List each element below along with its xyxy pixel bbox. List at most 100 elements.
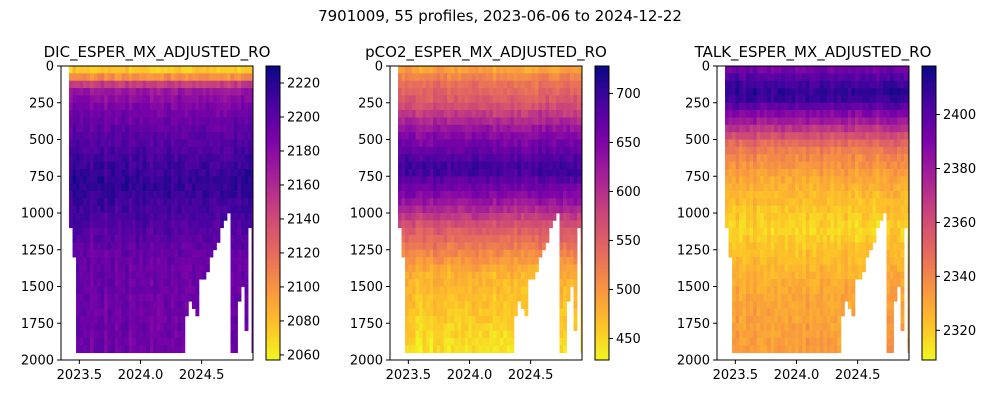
heatmap-cell	[457, 213, 462, 221]
heatmap-cell	[188, 102, 193, 111]
heatmap-cell	[774, 227, 779, 236]
colorbar-segment	[595, 320, 609, 324]
heatmap-cell	[499, 183, 504, 192]
heatmap-cell	[405, 337, 409, 346]
figure-suptitle: 7901009, 55 profiles, 2023-06-06 to 2024…	[318, 7, 682, 25]
heatmap-cell	[777, 235, 782, 243]
colorbar-segment	[595, 168, 609, 172]
colorbar-tick-label: 2100	[287, 280, 320, 295]
heatmap-cell	[104, 198, 109, 207]
heatmap-cell	[753, 88, 758, 96]
heatmap-cell	[426, 102, 431, 111]
heatmap-cell	[541, 117, 546, 126]
heatmap-cell	[471, 301, 476, 309]
heatmap-cell	[76, 139, 80, 148]
heatmap-cell	[746, 308, 750, 317]
heatmap-cell	[114, 88, 119, 96]
heatmap-cell	[538, 80, 543, 89]
heatmap-cell	[244, 249, 249, 258]
heatmap-cell	[756, 73, 761, 82]
heatmap-cell	[139, 308, 144, 317]
heatmap-cell	[170, 323, 175, 331]
heatmap-cell	[436, 242, 441, 251]
heatmap-cell	[777, 242, 782, 251]
heatmap-cell	[524, 66, 529, 74]
colorbar-segment	[266, 105, 280, 109]
heatmap-cell	[770, 227, 775, 236]
heatmap-cell	[174, 286, 179, 295]
heatmap-cell	[132, 190, 137, 199]
y-tick-label: 1250	[350, 243, 383, 258]
heatmap-cell	[191, 205, 196, 214]
heatmap-cell	[475, 190, 480, 199]
heatmap-cell	[76, 88, 80, 96]
colorbar-segment	[266, 237, 280, 241]
heatmap-cell	[577, 161, 581, 170]
heatmap-cell	[802, 286, 807, 295]
heatmap-cell	[534, 176, 539, 184]
heatmap-cell	[419, 190, 423, 199]
heatmap-cell	[146, 88, 151, 96]
heatmap-cell	[580, 95, 583, 104]
heatmap-cell	[121, 110, 126, 118]
heatmap-cell	[802, 124, 807, 133]
colorbar-segment	[266, 166, 280, 170]
heatmap-cell	[251, 205, 254, 214]
heatmap-cell	[163, 257, 168, 265]
heatmap-cell	[802, 220, 807, 229]
heatmap-cell	[415, 271, 420, 280]
heatmap-cell	[746, 80, 750, 89]
heatmap-cell	[566, 279, 571, 287]
colorbar-segment	[266, 311, 280, 314]
heatmap-cell	[405, 73, 409, 82]
heatmap-cell	[802, 323, 807, 331]
heatmap-cell	[146, 286, 151, 295]
heatmap-cell	[436, 161, 441, 170]
heatmap-cell	[149, 80, 154, 89]
heatmap-cell	[209, 161, 214, 170]
colorbar-segment	[595, 293, 609, 297]
heatmap-cell	[468, 95, 473, 104]
heatmap-cell	[732, 271, 736, 280]
heatmap-cell	[195, 80, 200, 89]
heatmap-cell	[506, 124, 511, 133]
heatmap-cell	[496, 88, 501, 96]
heatmap-cell	[426, 213, 431, 221]
heatmap-cell	[443, 66, 448, 74]
heatmap-cell	[422, 154, 427, 162]
heatmap-cell	[735, 315, 740, 324]
heatmap-cell	[139, 176, 144, 184]
colorbar-segment	[595, 342, 609, 346]
heatmap-cell	[798, 95, 803, 104]
heatmap-cell	[454, 102, 459, 111]
heatmap-cell	[503, 146, 508, 155]
colorbar-segment	[266, 124, 280, 128]
heatmap-cell	[461, 220, 466, 229]
heatmap-cell	[429, 117, 434, 126]
heatmap-cell	[398, 66, 402, 74]
heatmap-cell	[450, 168, 455, 177]
heatmap-cell	[415, 345, 420, 354]
heatmap-cell	[72, 66, 77, 74]
heatmap-cell	[163, 249, 168, 258]
heatmap-cell	[202, 161, 207, 170]
heatmap-cell	[774, 183, 779, 192]
heatmap-cell	[100, 110, 105, 118]
heatmap-cell	[461, 88, 466, 96]
heatmap-cell	[527, 73, 532, 82]
heatmap-cell	[475, 227, 480, 236]
heatmap-cell	[489, 198, 494, 207]
heatmap-cell	[219, 168, 224, 177]
heatmap-cell	[188, 176, 193, 184]
heatmap-cell	[443, 249, 448, 258]
heatmap-cell	[181, 110, 186, 118]
heatmap-cell	[104, 102, 109, 111]
heatmap-cell	[405, 132, 409, 140]
colorbar-segment	[266, 85, 280, 89]
heatmap-cell	[489, 139, 494, 148]
heatmap-cell	[97, 117, 102, 126]
heatmap-cell	[767, 345, 772, 354]
heatmap-cell	[577, 80, 581, 89]
heatmap-cell	[76, 308, 80, 317]
heatmap-cell	[770, 257, 775, 265]
